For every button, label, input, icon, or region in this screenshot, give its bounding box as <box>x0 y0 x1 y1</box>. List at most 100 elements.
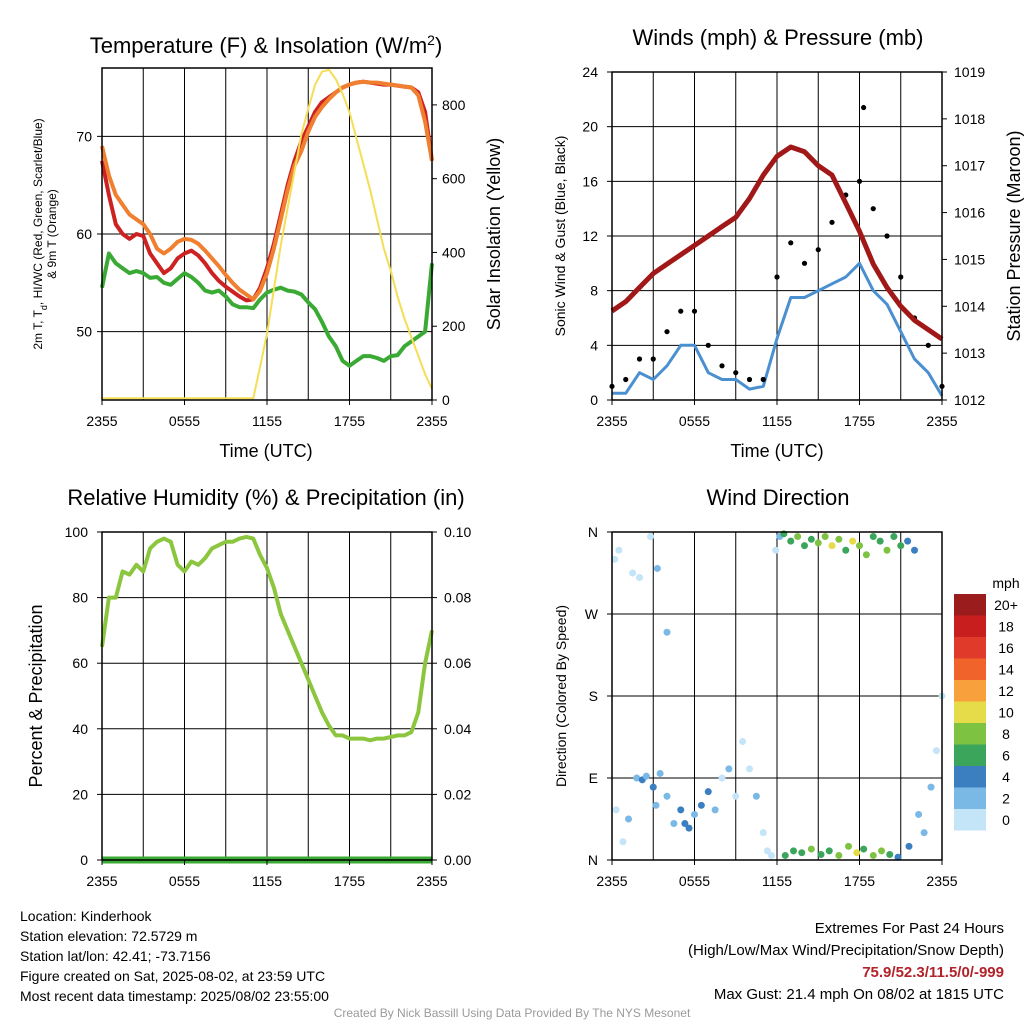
x-tick-label: 0555 <box>169 873 200 889</box>
legend-label: 18 <box>998 619 1014 635</box>
direction-point <box>886 851 894 859</box>
direction-point <box>732 792 740 800</box>
direction-point <box>685 824 693 832</box>
direction-point <box>835 851 843 859</box>
gust-point <box>664 329 670 335</box>
y-left-tick-label: 24 <box>582 64 598 80</box>
direction-point <box>619 838 627 846</box>
legend-swatch <box>954 723 986 745</box>
legend-label: 10 <box>998 705 1014 721</box>
series-line-9m-t <box>100 79 434 302</box>
direction-point <box>711 806 719 814</box>
pressure-ylabel-right: Station Pressure (Maroon) <box>1004 130 1024 341</box>
y-left-tick-label: 60 <box>72 655 88 671</box>
extremes-values: 75.9/52.3/11.5/0/-999 <box>862 964 1004 981</box>
direction-point <box>663 628 671 636</box>
direction-point <box>647 533 654 541</box>
y-right-tick-label: 1013 <box>954 345 985 361</box>
direction-point <box>794 533 802 541</box>
legend-label: 14 <box>998 662 1014 678</box>
series-line-td <box>100 251 434 368</box>
direction-point <box>798 849 806 857</box>
temperature-gridlines <box>102 68 432 400</box>
direction-point <box>821 533 829 541</box>
direction-point <box>677 806 685 814</box>
x-tick-label: 2355 <box>596 413 627 429</box>
direction-point <box>894 853 902 861</box>
legend-label: 20+ <box>994 597 1018 613</box>
direction-point <box>615 546 623 554</box>
speed-legend: 20+ 18 16 14 12 10 8 6 4 2 0 <box>954 594 1018 831</box>
winds-panel: Winds (mph) & Pressure (mb) 2355 0555 1155… <box>552 25 1024 461</box>
direction-point <box>652 801 660 809</box>
series-line-insolation <box>102 68 433 400</box>
direction-point <box>656 769 664 777</box>
speed-legend-title: mph <box>992 575 1019 591</box>
gust-point <box>733 370 739 376</box>
direction-point <box>933 747 940 755</box>
direction-point <box>905 842 913 850</box>
direction-point <box>781 851 789 859</box>
winds-series <box>609 104 945 397</box>
winds-tick-labels: 2355 0555 1155 1755 2355 0 4 8 12 16 20 24 1012 1013 1… <box>582 64 985 429</box>
humidity-title: Relative Humidity (%) & Precipitation (i… <box>67 485 464 510</box>
temperature-ylabel-left: 2m T, Td, HI/WC (Red, Green, Scarlet/Blu… <box>31 118 49 349</box>
series-line-pressure <box>610 144 944 342</box>
y-left-tick-label: 20 <box>582 119 598 135</box>
legend-swatch <box>954 787 986 809</box>
gust-point <box>650 356 656 362</box>
series-line-rh <box>100 534 434 743</box>
gust-point <box>884 233 890 239</box>
gust-point <box>925 342 931 348</box>
y-right-tick-label: 1015 <box>954 251 985 267</box>
gust-point <box>788 240 794 246</box>
legend-swatch <box>954 615 986 637</box>
y-right-tick-label: 0.10 <box>444 524 471 540</box>
direction-point <box>725 765 733 773</box>
direction-tick-label: S <box>589 688 598 704</box>
legend-label: 12 <box>998 683 1014 699</box>
y-left-tick-label: 0 <box>590 392 598 408</box>
gust-point <box>815 247 821 253</box>
legend-label: 8 <box>1002 726 1010 742</box>
direction-point <box>825 847 833 855</box>
legend-swatch <box>954 658 986 680</box>
gust-point <box>760 376 766 383</box>
direction-point <box>691 810 698 818</box>
station-latlon: Station lat/lon: 42.41; -73.7156 <box>20 948 211 964</box>
x-tick-label: 2355 <box>596 873 627 889</box>
station-elevation: Station elevation: 72.5729 m <box>20 928 198 944</box>
direction-point <box>681 820 689 828</box>
direction-point <box>752 792 760 800</box>
y-left-tick-label: 100 <box>65 524 89 540</box>
direction-point <box>860 845 868 853</box>
legend-label: 16 <box>998 640 1014 656</box>
series-line-sonic-wind <box>612 261 944 397</box>
y-right-tick-label: 400 <box>442 244 466 260</box>
max-gust: Max Gust: 21.4 mph On 08/02 at 1815 UTC <box>713 986 1004 1003</box>
x-tick-label: 2355 <box>86 413 117 429</box>
y-right-tick-label: 1018 <box>954 111 985 127</box>
direction-point <box>883 546 891 554</box>
y-right-tick-label: 0.06 <box>444 655 471 671</box>
direction-point <box>853 849 861 857</box>
x-tick-label: 2355 <box>86 873 117 889</box>
x-tick-label: 1755 <box>844 413 875 429</box>
x-tick-label: 1155 <box>252 873 282 889</box>
y-left-tick-label: 50 <box>76 324 92 340</box>
legend-swatch <box>954 594 986 616</box>
station-location: Location: Kinderhook <box>20 908 152 924</box>
y-left-tick-label: 0 <box>80 852 88 868</box>
y-left-tick-label: 20 <box>72 786 88 802</box>
gust-point <box>623 376 629 383</box>
direction-point <box>878 847 885 855</box>
direction-point <box>807 535 815 543</box>
direction-point <box>670 820 678 828</box>
station-info: Location: Kinderhook Station elevation: … <box>20 906 329 1006</box>
direction-tick-label: W <box>585 606 599 622</box>
direction-point <box>897 542 905 550</box>
y-right-tick-label: 800 <box>442 97 466 113</box>
temperature-xlabel: Time (UTC) <box>219 441 312 461</box>
winds-title: Winds (mph) & Pressure (mb) <box>633 25 924 50</box>
y-right-tick-label: 0.02 <box>444 786 471 802</box>
